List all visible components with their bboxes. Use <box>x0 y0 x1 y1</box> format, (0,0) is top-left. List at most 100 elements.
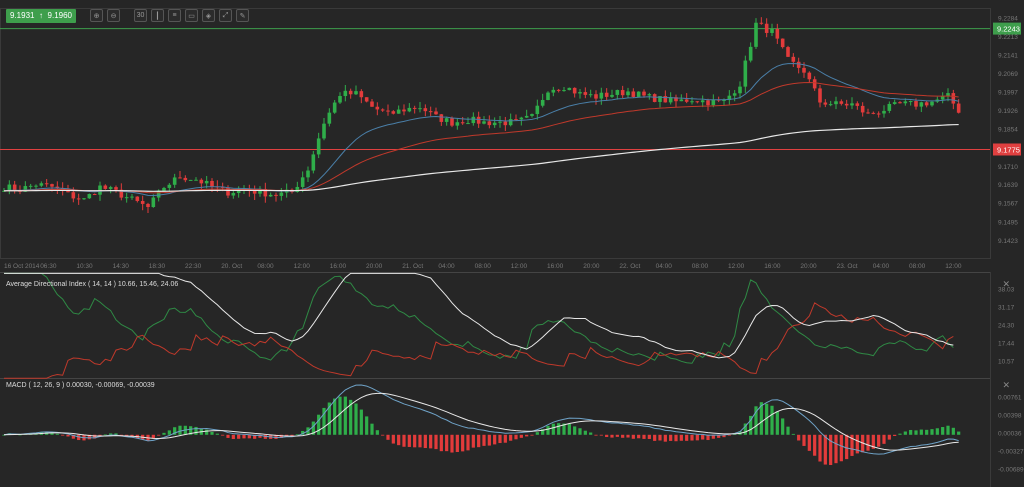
macd-histogram-bar <box>498 434 502 444</box>
draw-line-button[interactable]: ✎ <box>236 9 249 22</box>
macd-histogram-bar <box>322 407 326 435</box>
macd-histogram-bar <box>919 429 923 435</box>
candle-body <box>28 185 33 187</box>
candle-body <box>178 177 182 179</box>
candle-body <box>199 179 204 184</box>
candle-body <box>423 108 428 112</box>
price-tick: 9.1495 <box>998 219 1018 226</box>
candle-body <box>796 61 801 68</box>
ask-price: 9.1960 <box>47 11 72 20</box>
macd-histogram-bar <box>754 406 758 435</box>
drawing-button[interactable]: ▭ <box>185 9 198 22</box>
candle-body <box>834 101 838 105</box>
indicators-icon: ≡ <box>172 12 177 19</box>
zoom-in-button[interactable]: ⊕ <box>90 9 103 22</box>
close-adx-icon[interactable]: ✕ <box>1002 279 1010 289</box>
candle-body <box>471 116 476 124</box>
bid-price: 9.1931 <box>10 11 35 20</box>
chart-type-button[interactable]: ┃ <box>151 9 164 22</box>
candle-body <box>44 183 49 185</box>
macd-histogram-bar <box>850 434 854 456</box>
time-tick: 16:00 <box>547 263 564 270</box>
timeframe-button[interactable]: 30 <box>134 9 147 22</box>
macd-histogram-bar <box>210 431 214 435</box>
arrow-up-icon: ↑ <box>39 11 43 20</box>
price-tick: 9.1423 <box>998 238 1018 245</box>
signal-line <box>3 392 959 451</box>
candle-body <box>375 106 380 110</box>
close-macd-icon[interactable]: ✕ <box>1002 380 1010 390</box>
candle-body <box>695 101 700 103</box>
candle-body <box>146 203 150 208</box>
macd-histogram-bar <box>813 434 817 456</box>
macd-histogram-bar <box>663 434 667 442</box>
macd-histogram-bar <box>381 434 385 436</box>
macd-histogram-bar <box>530 434 534 436</box>
macd-histogram-bar <box>711 434 715 439</box>
macd-histogram-bar <box>455 434 459 453</box>
macd-histogram-bar <box>525 434 529 437</box>
candle-body <box>114 187 118 190</box>
time-tick: 12:00 <box>945 263 962 270</box>
macd-title: MACD ( 12, 26, 9 ) 0.00030, -0.00069, -0… <box>6 382 155 389</box>
macd-histogram-bar <box>247 434 251 439</box>
macd-histogram-bar <box>877 434 881 447</box>
settings-button[interactable]: ⤢ <box>219 9 232 22</box>
quote-box[interactable]: 9.1931 ↑ 9.1960 <box>6 8 76 23</box>
candle-body <box>604 92 609 97</box>
indicators-button[interactable]: ≡ <box>168 9 181 22</box>
candle-body <box>743 60 748 87</box>
macd-histogram-bar <box>301 430 305 435</box>
time-tick: 08:00 <box>692 263 709 270</box>
macd-histogram-bar <box>855 434 859 454</box>
macd-histogram-bar <box>77 434 81 441</box>
candle-body <box>370 101 374 107</box>
zoom-out-button[interactable]: ⊖ <box>107 9 120 22</box>
macd-tick: -0.00689 <box>998 467 1024 474</box>
macd-tick: -0.00327 <box>998 449 1024 456</box>
candle-body <box>514 119 518 121</box>
candle-body <box>252 191 257 194</box>
macd-histogram-bar <box>162 432 166 435</box>
macd-histogram-bar <box>909 429 913 435</box>
time-tick: 08:00 <box>909 263 926 270</box>
candle-body <box>311 154 316 171</box>
candle-body <box>220 186 225 188</box>
macd-histogram-bar <box>434 434 438 450</box>
macd-histogram-bar <box>882 434 886 444</box>
candle-body <box>396 109 401 114</box>
macd-histogram-bar <box>866 434 870 451</box>
price-tick: 9.2141 <box>998 52 1018 59</box>
candle-body <box>540 99 545 106</box>
macd-histogram-bar <box>893 434 897 436</box>
candle-body <box>711 99 716 106</box>
templates-button[interactable]: ◈ <box>202 9 215 22</box>
macd-histogram-bar <box>903 431 907 435</box>
candle-body <box>332 102 337 113</box>
macd-histogram-bar <box>274 434 278 439</box>
time-tick: 16 Oct 2014 <box>4 263 40 270</box>
macd-histogram-bar <box>791 433 795 435</box>
candle-body <box>82 198 86 200</box>
macd-histogram-bar <box>359 409 363 435</box>
macd-histogram-bar <box>338 396 342 435</box>
macd-histogram-bar <box>354 403 358 435</box>
macd-histogram-bar <box>557 423 561 435</box>
candle-body <box>748 46 753 61</box>
macd-histogram-bar <box>221 434 225 436</box>
price-tick: 9.1639 <box>998 182 1018 189</box>
macd-histogram-bar <box>642 434 646 439</box>
price-level-label: 9.2243 <box>997 25 1020 34</box>
layers-icon: ◈ <box>205 12 212 20</box>
macd-histogram-bar <box>93 434 97 439</box>
macd-histogram-bar <box>290 434 294 436</box>
candle-body <box>316 138 321 155</box>
candle-body <box>562 90 566 92</box>
macd-histogram-bar <box>658 434 662 441</box>
candle-body <box>823 102 828 105</box>
candle-body <box>674 97 678 102</box>
macd-histogram-bar <box>370 423 374 435</box>
candle-body <box>34 185 38 187</box>
macd-histogram-bar <box>194 426 198 435</box>
